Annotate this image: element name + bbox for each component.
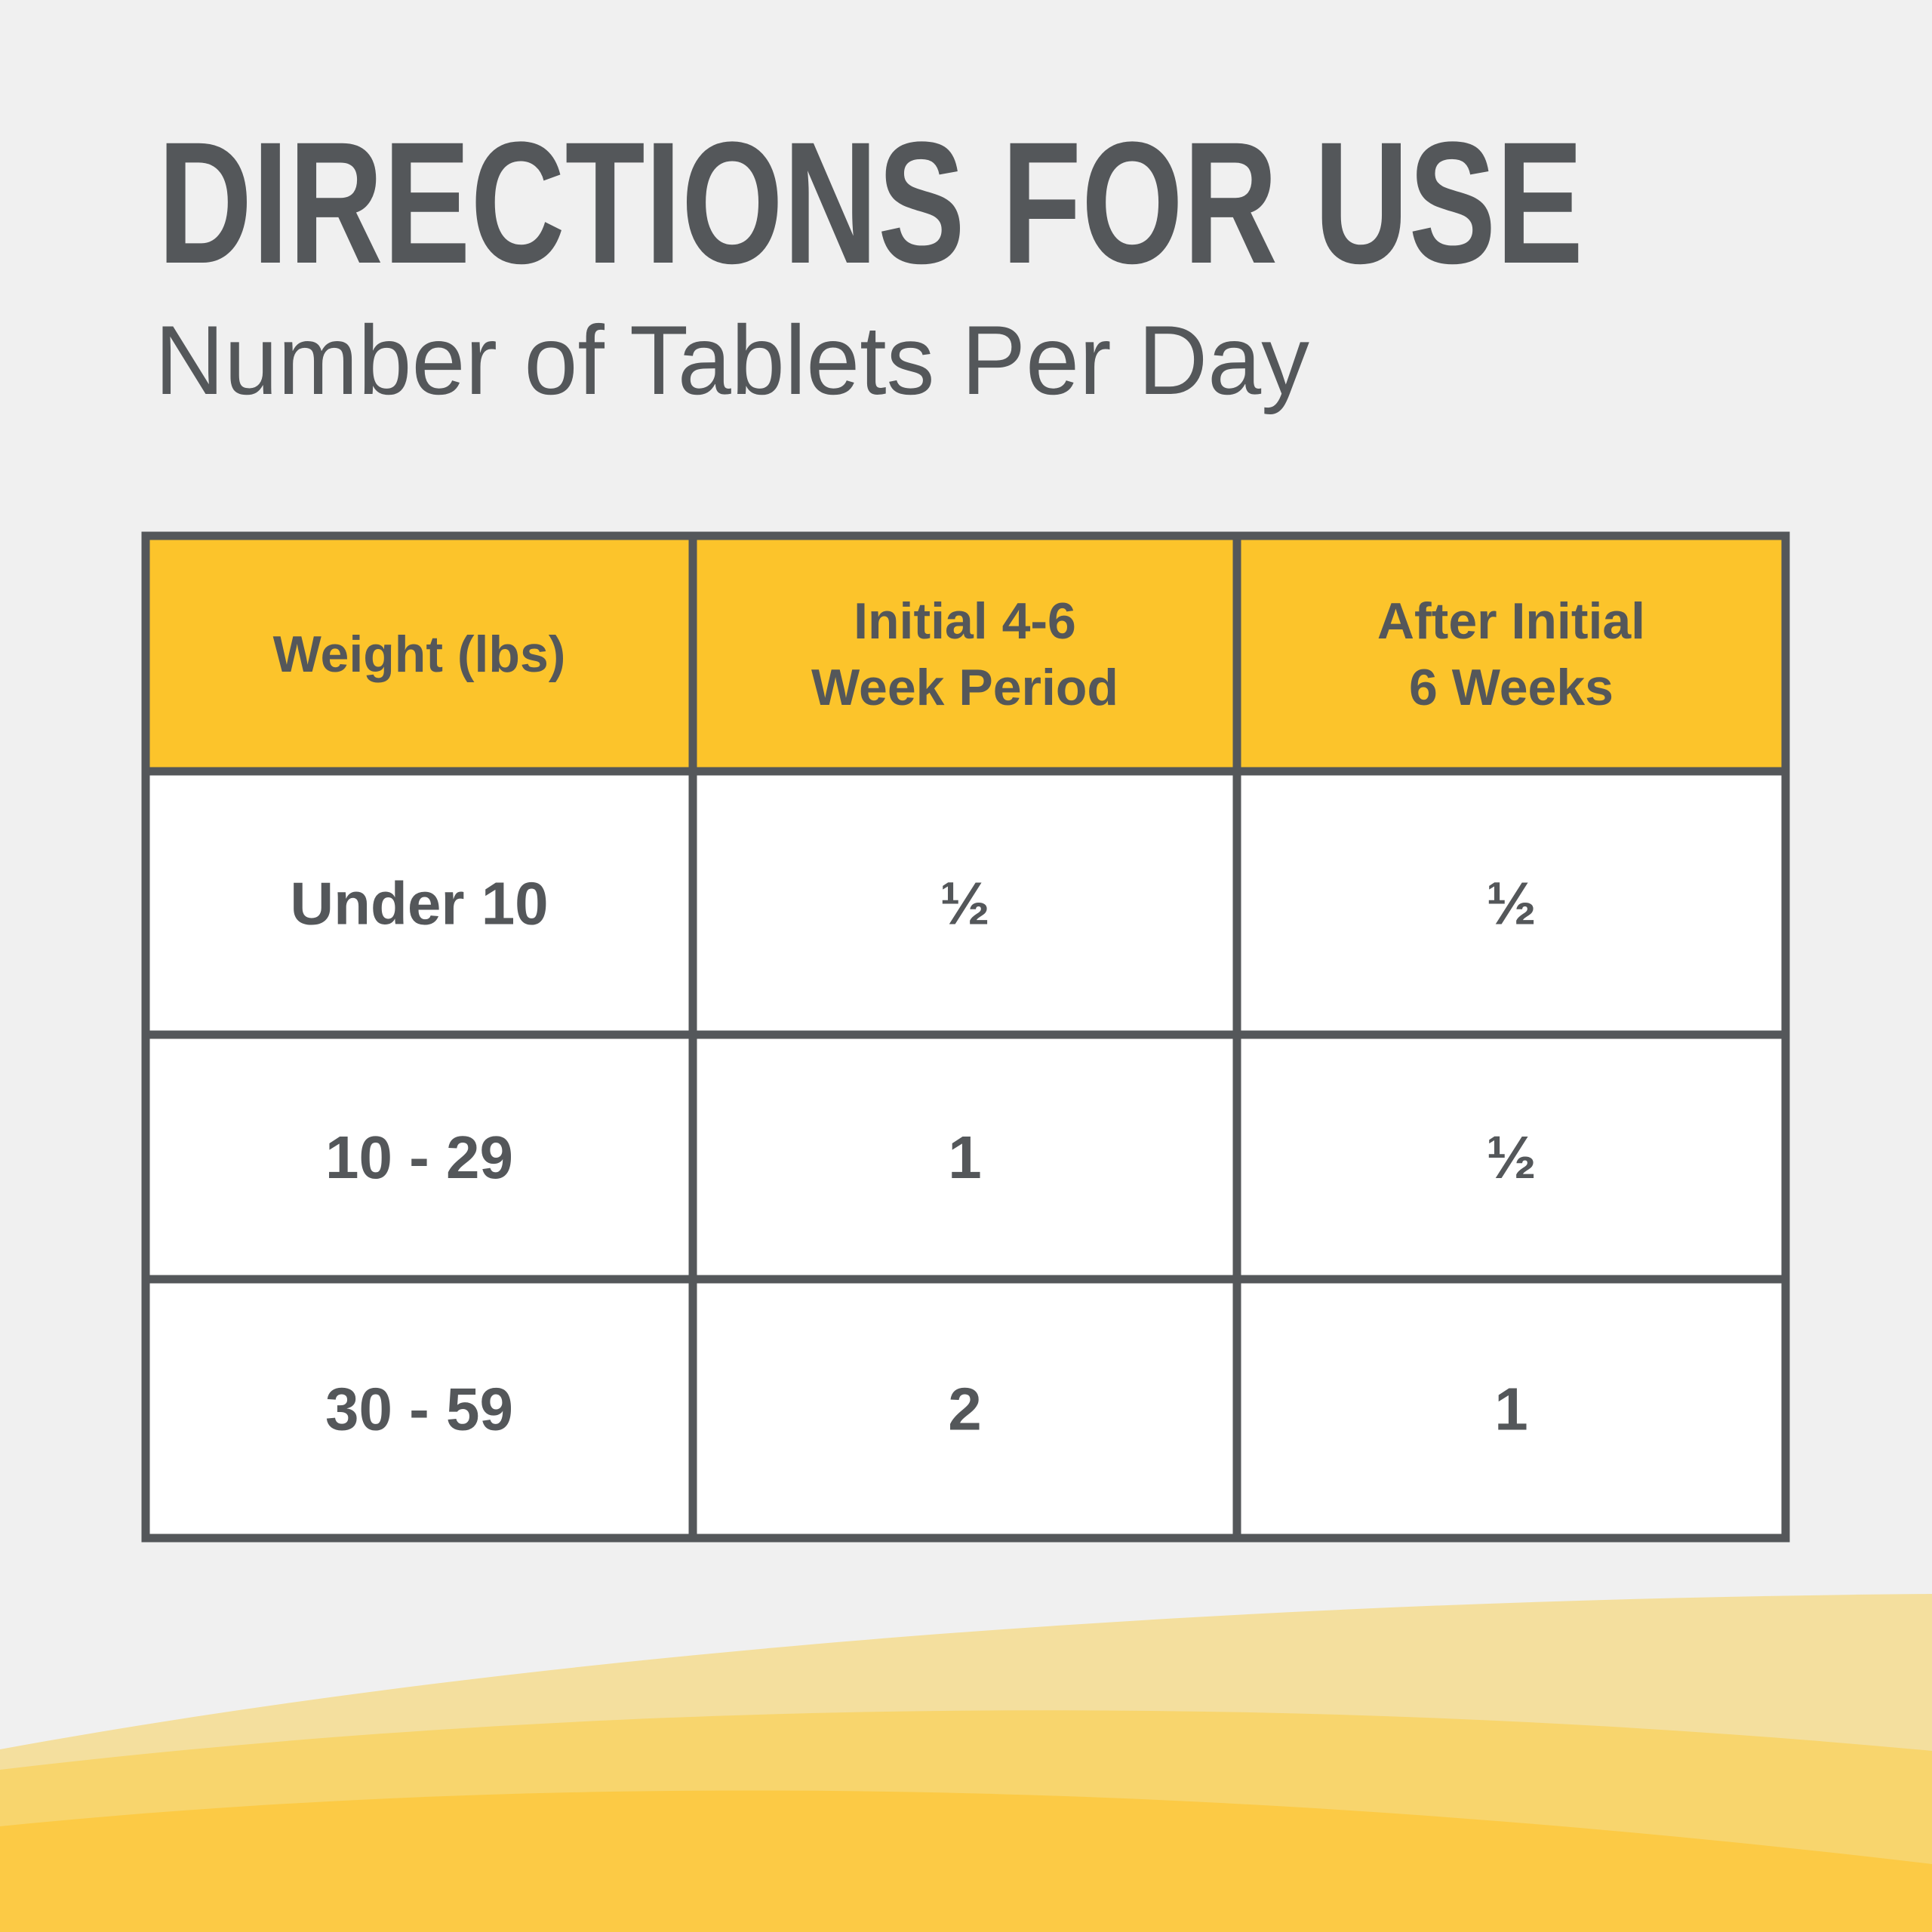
table-cell: 10 - 29 xyxy=(325,1124,513,1191)
table-cell: ½ xyxy=(1486,1124,1537,1191)
header-row xyxy=(146,536,1786,771)
body-rows xyxy=(146,771,1786,1538)
table-cell: 1 xyxy=(1494,1376,1528,1443)
title: DIRECTIONS FOR USE xyxy=(158,106,1583,300)
table-cell: ½ xyxy=(940,870,990,937)
column-header: Initial 4-6 xyxy=(854,592,1076,650)
table: Weight (lbs) Initial 4-6 Week Period After … xyxy=(141,531,1790,1543)
wave-deep xyxy=(0,1790,1932,1932)
table-cell: ½ xyxy=(1486,870,1537,937)
table-cell: Under 10 xyxy=(290,870,548,937)
column-header: Weight (lbs) xyxy=(273,626,566,683)
subtitle: Number of Tablets Per Day xyxy=(155,305,1309,415)
column-header: Week Period xyxy=(811,659,1118,716)
column-header: After Initial xyxy=(1377,592,1645,650)
table-cell: 2 xyxy=(948,1376,982,1443)
table-cell: 30 - 59 xyxy=(325,1376,513,1443)
column-header: 6 Weeks xyxy=(1409,659,1614,716)
table-cell: 1 xyxy=(948,1124,982,1191)
